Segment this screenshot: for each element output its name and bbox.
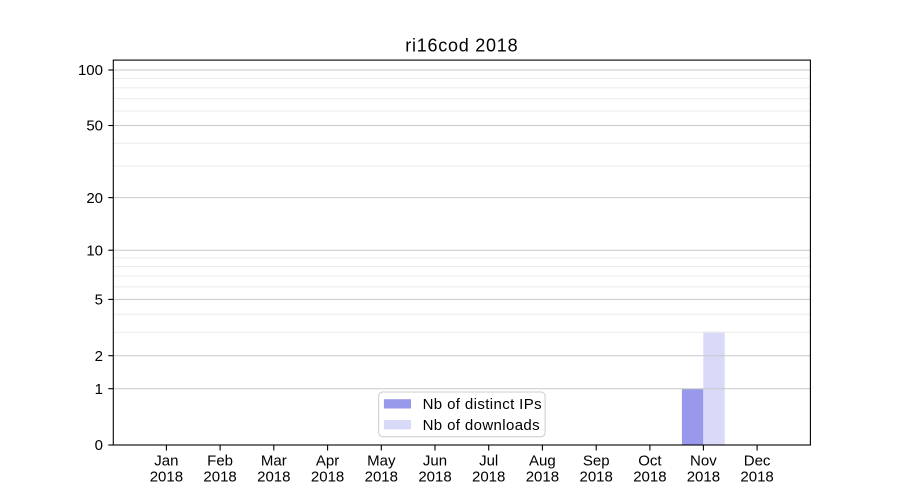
svg-text:Jan: Jan xyxy=(154,453,178,470)
svg-text:ri16cod 2018: ri16cod 2018 xyxy=(405,36,518,56)
svg-text:2018: 2018 xyxy=(526,468,559,485)
svg-text:1: 1 xyxy=(95,381,103,398)
svg-text:Apr: Apr xyxy=(316,453,339,470)
svg-text:Jun: Jun xyxy=(423,453,447,470)
svg-text:2018: 2018 xyxy=(740,468,773,485)
svg-text:Mar: Mar xyxy=(261,453,287,470)
svg-text:2: 2 xyxy=(95,348,103,365)
svg-text:2018: 2018 xyxy=(687,468,720,485)
svg-text:5: 5 xyxy=(95,292,103,309)
svg-text:2018: 2018 xyxy=(472,468,505,485)
svg-text:Oct: Oct xyxy=(638,453,662,470)
svg-text:2018: 2018 xyxy=(365,468,398,485)
svg-text:20: 20 xyxy=(86,190,103,207)
svg-text:2018: 2018 xyxy=(203,468,236,485)
svg-text:May: May xyxy=(367,453,396,470)
svg-text:2018: 2018 xyxy=(311,468,344,485)
svg-text:50: 50 xyxy=(86,118,103,135)
svg-text:Feb: Feb xyxy=(207,453,233,470)
svg-text:Nov: Nov xyxy=(690,453,717,470)
svg-text:10: 10 xyxy=(86,242,103,259)
svg-text:Jul: Jul xyxy=(479,453,498,470)
svg-text:Nb of downloads: Nb of downloads xyxy=(423,417,540,434)
svg-text:100: 100 xyxy=(78,62,103,79)
svg-text:2018: 2018 xyxy=(580,468,613,485)
svg-text:Nb of distinct IPs: Nb of distinct IPs xyxy=(423,396,542,413)
svg-text:Sep: Sep xyxy=(583,453,610,470)
svg-text:Aug: Aug xyxy=(529,453,556,470)
svg-text:Dec: Dec xyxy=(744,453,771,470)
svg-text:2018: 2018 xyxy=(633,468,666,485)
svg-text:2018: 2018 xyxy=(150,468,183,485)
svg-text:0: 0 xyxy=(95,437,103,454)
svg-text:2018: 2018 xyxy=(418,468,451,485)
svg-text:2018: 2018 xyxy=(257,468,290,485)
